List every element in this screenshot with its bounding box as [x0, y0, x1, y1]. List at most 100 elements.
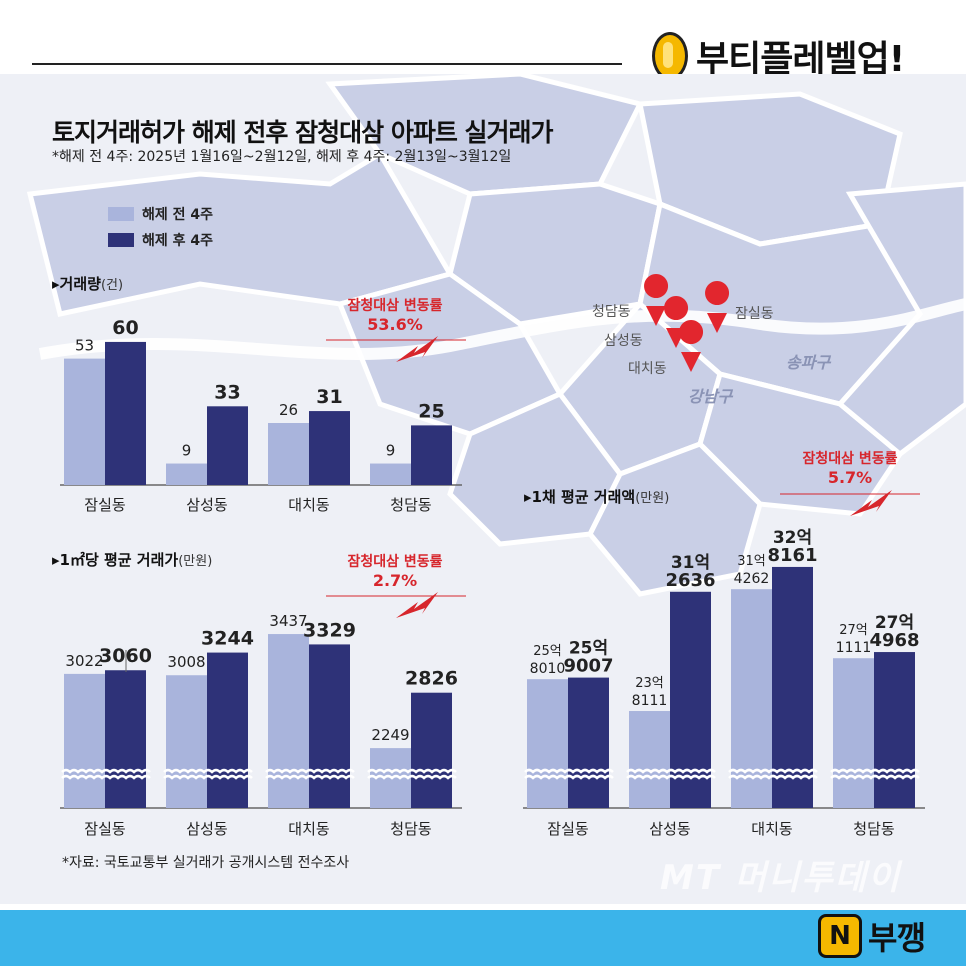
data-label-volume-before-1: 9 — [182, 442, 192, 460]
axis-break2-per_sqm-0 — [61, 774, 151, 780]
map-label-daechi: 대치동 — [628, 361, 667, 377]
category-label-volume-2: 대치동 — [288, 496, 330, 514]
change-value-volume: 53.6% — [367, 315, 423, 334]
data-label-bottom-per_unit-after-3: 4968 — [869, 630, 919, 651]
chart-subtitle: *해제 전 4주: 2025년 1월16일~2월12일, 해제 후 4주: 2월… — [52, 149, 512, 165]
data-label-volume-before-3: 9 — [386, 442, 396, 460]
data-label-per_sqm-before-0: 3022 — [65, 652, 103, 670]
footer-logo: N 부깽 — [818, 913, 926, 959]
category-label-per_sqm-2: 대치동 — [288, 820, 330, 838]
data-label-top-per_unit-after-0: 25억 — [569, 639, 608, 659]
change-callout-per-unit: 잠청대삼 변동률 5.7% — [775, 448, 925, 487]
data-label-top-per_unit-before-0: 25억 — [533, 644, 562, 659]
n-badge-icon: N — [818, 914, 862, 958]
category-label-per_unit-2: 대치동 — [751, 820, 793, 838]
bar-volume-after-3 — [411, 425, 452, 485]
axis-break-per_sqm-2 — [265, 768, 355, 774]
axis-break-per_unit-0 — [524, 768, 614, 774]
section-title-per-unit: ▸1채 평균 거래액(만원) — [524, 486, 669, 507]
bar-per_unit-before-3 — [833, 658, 874, 808]
bar-volume-before-1 — [166, 463, 207, 485]
data-label-top-per_unit-before-1: 23억 — [635, 676, 664, 691]
bar-volume-after-2 — [309, 411, 350, 485]
data-label-per_sqm-before-1: 3008 — [167, 653, 205, 671]
change-label-per-unit: 잠청대삼 변동률 — [802, 451, 898, 467]
legend-label-after: 해제 후 4주 — [142, 233, 214, 249]
bottom-bar — [0, 910, 966, 966]
change-callout-per-sqm: 잠청대삼 변동률 2.7% — [320, 551, 470, 590]
axis-break-per_sqm-1 — [163, 768, 253, 774]
brand-name: 부티플레벨업! — [696, 39, 905, 80]
change-label-volume: 잠청대삼 변동률 — [347, 298, 443, 314]
bar-volume-before-0 — [64, 358, 105, 485]
legend-item-after: 해제 후 4주 — [108, 230, 213, 250]
axis-break2-per_unit-2 — [728, 774, 818, 780]
bar-volume-after-0 — [105, 341, 146, 485]
bar-volume-before-3 — [370, 463, 411, 485]
axis-break-per_unit-3 — [830, 768, 920, 774]
section-title-per-sqm: ▸1㎡당 평균 거래가(만원) — [52, 549, 212, 570]
data-label-top-per_unit-after-2: 32억 — [773, 528, 812, 548]
change-value-per-unit: 5.7% — [827, 468, 873, 487]
charts-layer: 5360잠실동933삼성동2631대치동925청담동30223060잠실동300… — [60, 317, 925, 838]
map-background — [26, 74, 966, 597]
category-label-per_unit-3: 청담동 — [853, 820, 895, 838]
map-label-songpa: 송파구 — [786, 353, 831, 372]
data-label-top-per_unit-before-3: 27억 — [839, 623, 868, 638]
legend-swatch-after — [108, 233, 134, 247]
source-note: *자료: 국토교통부 실거래가 공개시스템 전수조사 — [62, 855, 350, 871]
watermark: MT 머니투데이 — [660, 858, 902, 898]
axis-break-per_unit-2 — [728, 768, 818, 774]
category-label-per_sqm-0: 잠실동 — [84, 820, 126, 838]
data-label-volume-before-0: 53 — [75, 337, 94, 355]
bar-per_sqm-after-1 — [207, 652, 248, 808]
section-label-per-unit: ▸1채 평균 거래액 — [524, 488, 636, 506]
section-unit-per-unit: (만원) — [635, 491, 670, 506]
axis-break2-per_unit-0 — [524, 774, 614, 780]
data-label-bottom-per_unit-after-2: 8161 — [767, 545, 817, 566]
legend-swatch-before — [108, 207, 134, 221]
change-value-per-sqm: 2.7% — [372, 571, 418, 590]
pin-icon-jamsil — [705, 281, 730, 333]
data-label-volume-after-1: 33 — [214, 381, 240, 403]
category-label-volume-1: 삼성동 — [186, 496, 228, 514]
bar-per_sqm-after-2 — [309, 644, 350, 808]
footer-brand-name: 부깽 — [868, 919, 926, 957]
bar-per_unit-before-1 — [629, 711, 670, 808]
data-label-per_sqm-after-2: 3329 — [303, 619, 356, 641]
data-label-volume-after-2: 31 — [316, 386, 342, 408]
map-label-samseong: 삼성동 — [604, 333, 643, 349]
category-label-volume-0: 잠실동 — [84, 496, 126, 514]
axis-break2-per_sqm-2 — [265, 774, 355, 780]
map-label-gangnam: 강남구 — [688, 387, 733, 406]
data-label-top-per_unit-after-3: 27억 — [875, 613, 914, 633]
bar-per_sqm-after-3 — [411, 692, 452, 808]
map-label-jamsil: 잠실동 — [735, 306, 774, 322]
data-label-per_sqm-before-3: 2249 — [371, 726, 409, 744]
bar-per_unit-after-2 — [772, 566, 813, 808]
axis-break-per_unit-1 — [626, 768, 716, 774]
chart-title: 토지거래허가 해제 전후 잠청대삼 아파트 실거래가 — [52, 118, 554, 147]
data-label-bottom-per_unit-before-2: 4262 — [734, 571, 770, 587]
section-title-volume: ▸거래량(건) — [52, 273, 123, 294]
pin-icon-cheongdam — [644, 274, 669, 326]
bar-per_unit-after-3 — [874, 652, 915, 808]
data-label-top-per_unit-after-1: 31억 — [671, 553, 710, 573]
bar-volume-after-1 — [207, 406, 248, 485]
header-divider — [32, 63, 622, 65]
callout-volume-arrow-icon — [396, 336, 438, 362]
brand-logo: 부티플레벨업! — [652, 28, 905, 84]
section-label-per-sqm: ▸1㎡당 평균 거래가 — [52, 551, 179, 569]
change-label-per-sqm: 잠청대삼 변동률 — [347, 554, 443, 570]
bar-per_sqm-after-0 — [105, 670, 146, 808]
axis-break2-per_unit-1 — [626, 774, 716, 780]
section-unit-volume: (건) — [100, 278, 124, 293]
data-label-bottom-per_unit-before-0: 8010 — [530, 661, 566, 677]
axis-break2-per_sqm-1 — [163, 774, 253, 780]
data-label-per_sqm-after-3: 2826 — [405, 668, 458, 690]
data-label-bottom-per_unit-before-3: 1111 — [836, 640, 872, 656]
legend-item-before: 해제 전 4주 — [108, 204, 213, 224]
section-unit-per-sqm: (만원) — [178, 554, 213, 569]
bar-per_unit-after-0 — [568, 677, 609, 808]
data-label-volume-after-3: 25 — [418, 400, 444, 422]
